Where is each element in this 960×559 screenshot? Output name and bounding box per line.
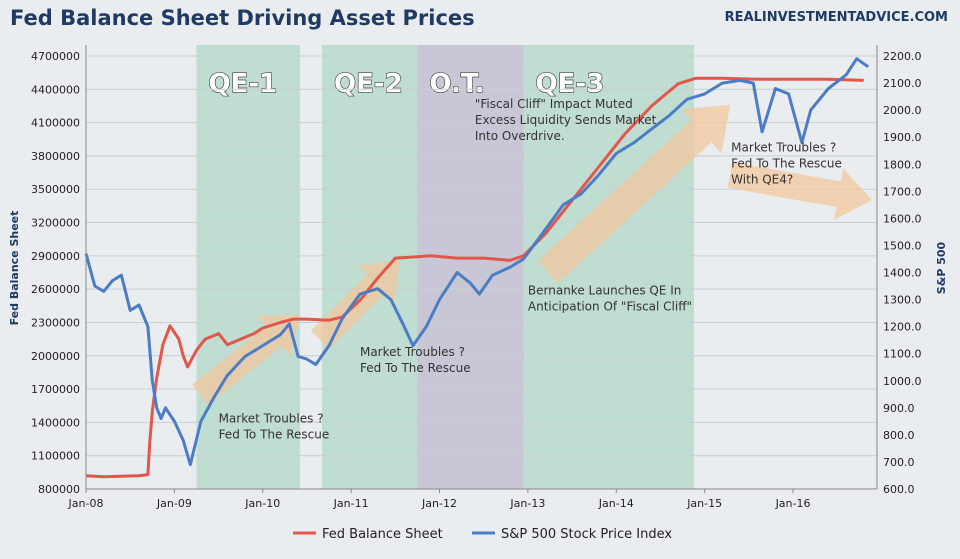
y-tick-label-6: 2600000 bbox=[31, 283, 80, 296]
x-tick-label-2: Jan-10 bbox=[244, 497, 280, 510]
shaded-period-label-1: QE-2 bbox=[334, 69, 403, 99]
y2-tick-label-2: 800.0 bbox=[883, 429, 915, 442]
y2-axis-label: S&P 500 bbox=[935, 241, 948, 294]
y-tick-label-11: 4100000 bbox=[31, 117, 80, 130]
annotation-3-line-1: Anticipation Of "Fiscal Cliff" bbox=[528, 300, 692, 314]
annotation-0-line-0: Market Troubles ? bbox=[219, 411, 324, 425]
y-tick-label-0: 800000 bbox=[38, 483, 80, 496]
y2-tick-label-13: 1900.0 bbox=[883, 131, 922, 144]
y2-tick-label-5: 1100.0 bbox=[883, 348, 922, 361]
annotation-2: "Fiscal Cliff" Impact Muted Excess Liquid… bbox=[475, 97, 657, 143]
y2-tick-label-8: 1400.0 bbox=[883, 267, 922, 280]
x-tick-label-1: Jan-09 bbox=[156, 497, 192, 510]
series-lines bbox=[84, 57, 870, 479]
y2-tick-label-1: 700.0 bbox=[883, 456, 915, 469]
annotation-2-line-1: Excess Liquidity Sends Market bbox=[475, 113, 657, 127]
annotation-2-line-2: Into Overdrive. bbox=[475, 129, 565, 143]
y-tick-label-5: 2300000 bbox=[31, 316, 80, 329]
y2-tick-label-12: 1800.0 bbox=[883, 158, 922, 171]
y-tick-label-9: 3500000 bbox=[31, 183, 80, 196]
y2-tick-label-4: 1000.0 bbox=[883, 375, 922, 388]
y2-tick-label-3: 900.0 bbox=[883, 402, 915, 415]
shaded-period-label-3: QE-3 bbox=[535, 69, 604, 99]
series-line-1 bbox=[84, 57, 870, 467]
trend-arrow-4 bbox=[727, 162, 872, 220]
y2-tick-label-16: 2200.0 bbox=[883, 50, 922, 63]
x-tick-label-0: Jan-08 bbox=[68, 497, 104, 510]
x-tick-label-3: Jan-11 bbox=[333, 497, 369, 510]
y2-tick-label-10: 1600.0 bbox=[883, 212, 922, 225]
y-tick-label-13: 4700000 bbox=[31, 50, 80, 63]
y-tick-label-8: 3200000 bbox=[31, 217, 80, 230]
annotation-4-line-0: Market Troubles ? bbox=[731, 140, 836, 154]
shaded-period-0 bbox=[196, 45, 300, 489]
annotation-4-line-1: Fed To The Rescue bbox=[731, 156, 842, 170]
annotation-0: Market Troubles ? Fed To The Rescue bbox=[219, 411, 330, 441]
annotation-0-line-1: Fed To The Rescue bbox=[219, 427, 330, 441]
y-tick-label-12: 4400000 bbox=[31, 83, 80, 96]
y-tick-label-7: 2900000 bbox=[31, 250, 80, 263]
y2-tick-label-7: 1300.0 bbox=[883, 294, 922, 307]
annotation-1-line-1: Fed To The Rescue bbox=[360, 361, 471, 375]
trend-arrow-3 bbox=[537, 105, 730, 284]
annotation-1-line-0: Market Troubles ? bbox=[360, 345, 465, 359]
x-tick-label-8: Jan-16 bbox=[775, 497, 811, 510]
shaded-period-label-0: QE-1 bbox=[208, 69, 277, 99]
shaded-period-label-2: O.T. bbox=[429, 69, 484, 99]
chart-title: Fed Balance Sheet Driving Asset Prices bbox=[10, 6, 475, 30]
y2-tick-label-11: 1700.0 bbox=[883, 185, 922, 198]
annotation-1: Market Troubles ? Fed To The Rescue bbox=[360, 345, 471, 375]
y2-tick-label-15: 2100.0 bbox=[883, 77, 922, 90]
axes bbox=[85, 45, 878, 490]
x-tick-label-7: Jan-15 bbox=[686, 497, 722, 510]
site-credit: REALINVESTMENTADVICE.COM bbox=[724, 10, 948, 25]
annotation-3: Bernanke Launches QE In Anticipation Of "… bbox=[528, 284, 692, 314]
y-axis-label: Fed Balance Sheet bbox=[8, 211, 21, 326]
annotations: Market Troubles ? Fed To The RescueMarket… bbox=[219, 97, 842, 441]
y2-tick-label-9: 1500.0 bbox=[883, 239, 922, 252]
y-tick-label-4: 2000000 bbox=[31, 350, 80, 363]
y2-tick-label-14: 2000.0 bbox=[883, 104, 922, 117]
x-tick-label-6: Jan-14 bbox=[598, 497, 634, 510]
annotation-2-line-0: "Fiscal Cliff" Impact Muted bbox=[475, 97, 633, 111]
legend: Fed Balance Sheet S&P 500 Stock Price In… bbox=[293, 527, 672, 542]
annotation-4-line-2: With QE4? bbox=[731, 172, 793, 186]
y-tick-label-3: 1700000 bbox=[31, 383, 80, 396]
x-tick-label-5: Jan-13 bbox=[509, 497, 545, 510]
legend-label-sp500: S&P 500 Stock Price Index bbox=[501, 527, 672, 542]
y-tick-label-1: 1100000 bbox=[31, 450, 80, 463]
shaded-period-2 bbox=[417, 45, 524, 489]
y2-tick-label-6: 1200.0 bbox=[883, 321, 922, 334]
x-tick-label-4: Jan-12 bbox=[421, 497, 457, 510]
legend-label-fed: Fed Balance Sheet bbox=[322, 527, 443, 542]
y2-tick-label-0: 600.0 bbox=[883, 483, 915, 496]
annotation-3-line-0: Bernanke Launches QE In bbox=[528, 284, 682, 298]
y-tick-label-2: 1400000 bbox=[31, 416, 80, 429]
annotation-4: Market Troubles ? Fed To The Rescue With Q… bbox=[731, 140, 842, 186]
tick-labels: Jan-08 Jan-09 Jan-10 Jan-11 Jan-12 Jan-13 Jan-… bbox=[31, 50, 922, 510]
series-line-0 bbox=[85, 76, 864, 479]
y-tick-label-10: 3800000 bbox=[31, 150, 80, 163]
